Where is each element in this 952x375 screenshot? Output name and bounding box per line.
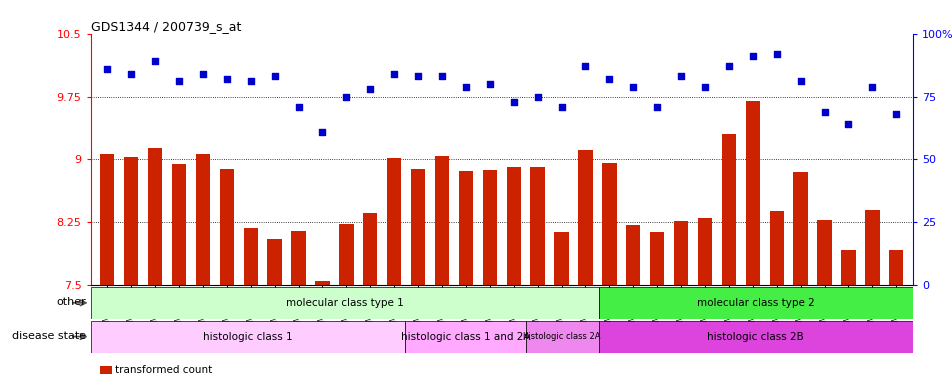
Bar xyxy=(602,163,616,285)
Bar xyxy=(841,250,855,285)
Bar xyxy=(744,101,759,285)
Text: histologic class 2A: histologic class 2A xyxy=(523,332,601,341)
Point xyxy=(887,111,902,117)
Text: molecular class type 2: molecular class type 2 xyxy=(696,298,814,308)
Point xyxy=(290,104,306,110)
Bar xyxy=(530,167,545,285)
Point xyxy=(124,71,139,77)
Text: histologic class 1 and 2A: histologic class 1 and 2A xyxy=(400,332,529,342)
Bar xyxy=(124,157,138,285)
Point xyxy=(387,71,402,77)
Bar xyxy=(410,170,425,285)
Text: molecular class type 1: molecular class type 1 xyxy=(286,298,403,308)
Bar xyxy=(268,239,282,285)
Point xyxy=(625,84,640,90)
Bar xyxy=(363,213,377,285)
Point xyxy=(314,129,329,135)
Bar xyxy=(697,218,711,285)
Point xyxy=(338,94,353,100)
Text: transformed count: transformed count xyxy=(115,365,212,375)
Point xyxy=(744,53,760,59)
Bar xyxy=(387,158,401,285)
Bar xyxy=(482,170,496,285)
Text: histologic class 2B: histologic class 2B xyxy=(706,332,803,342)
Bar xyxy=(625,225,640,285)
Point xyxy=(768,51,783,57)
Text: disease state: disease state xyxy=(11,331,86,340)
Bar xyxy=(888,250,902,285)
Point xyxy=(243,78,258,84)
Bar xyxy=(673,221,687,285)
Bar xyxy=(578,150,592,285)
Point xyxy=(577,63,592,69)
Point xyxy=(697,84,712,90)
Point xyxy=(195,71,210,77)
Bar xyxy=(195,154,209,285)
Bar xyxy=(244,228,258,285)
Bar xyxy=(100,154,114,285)
Point xyxy=(601,76,616,82)
Point xyxy=(506,99,521,105)
Bar xyxy=(90,287,598,319)
Bar xyxy=(793,172,807,285)
Bar xyxy=(219,170,234,285)
Text: GDS1344 / 200739_s_at: GDS1344 / 200739_s_at xyxy=(90,20,241,33)
Point xyxy=(458,84,473,90)
Text: histologic class 1: histologic class 1 xyxy=(203,332,292,342)
Bar xyxy=(721,134,735,285)
Bar xyxy=(598,321,912,352)
Point xyxy=(673,74,688,80)
Bar xyxy=(148,148,162,285)
Point xyxy=(649,104,664,110)
Point xyxy=(529,94,545,100)
Bar xyxy=(434,156,448,285)
Bar xyxy=(405,321,526,352)
Point xyxy=(434,74,449,80)
Point xyxy=(792,78,807,84)
Bar xyxy=(554,232,568,285)
Point xyxy=(219,76,234,82)
Bar xyxy=(171,164,186,285)
Bar xyxy=(526,321,598,352)
Bar xyxy=(649,232,664,285)
Bar xyxy=(864,210,879,285)
Point xyxy=(100,66,115,72)
Text: other: other xyxy=(56,297,86,307)
Point xyxy=(482,81,497,87)
Point xyxy=(363,86,378,92)
Bar xyxy=(339,224,353,285)
Point xyxy=(410,74,426,80)
Bar xyxy=(598,287,912,319)
Point xyxy=(267,74,282,80)
Bar xyxy=(458,171,472,285)
Point xyxy=(840,121,855,127)
Point xyxy=(148,58,163,64)
Bar xyxy=(90,321,405,352)
Bar xyxy=(817,220,831,285)
Point xyxy=(863,84,879,90)
Bar xyxy=(506,167,521,285)
Point xyxy=(553,104,568,110)
Point xyxy=(171,78,187,84)
Bar xyxy=(315,281,329,285)
Bar xyxy=(291,231,306,285)
Point xyxy=(816,109,831,115)
Point xyxy=(721,63,736,69)
Bar xyxy=(768,211,783,285)
